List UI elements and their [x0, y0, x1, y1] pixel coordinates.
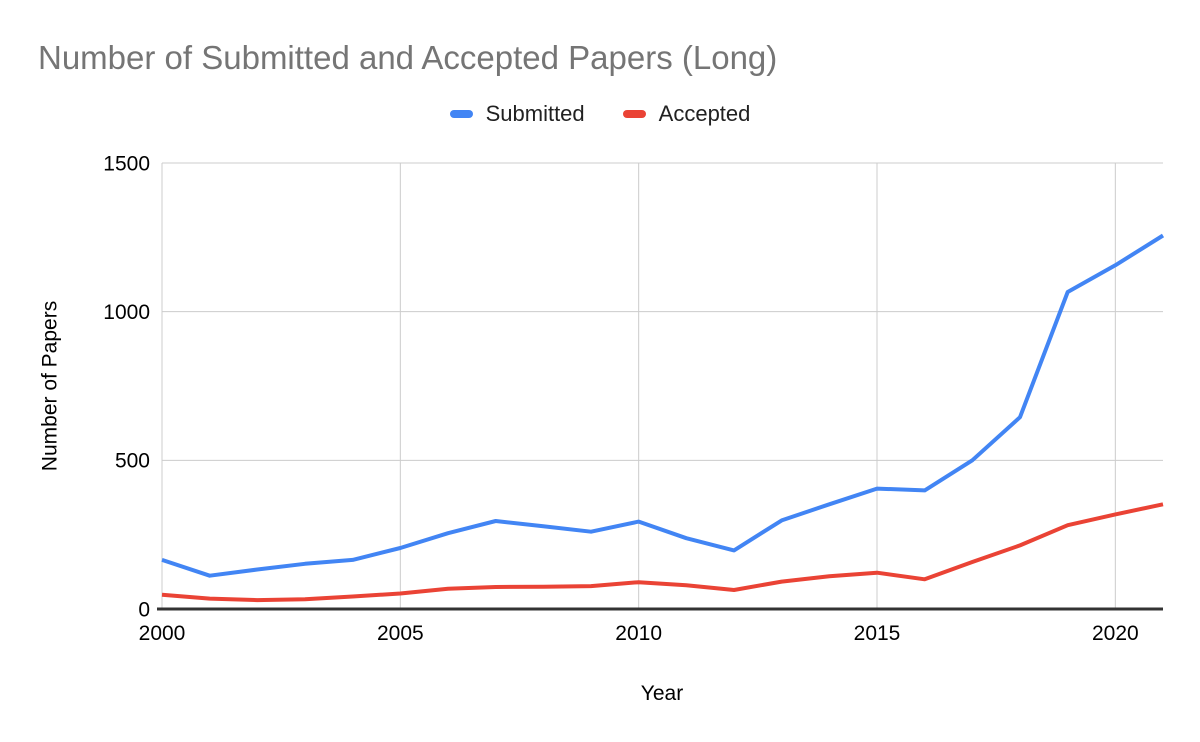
x-axis-title: Year	[641, 682, 683, 705]
y-axis-title: Number of Papers	[38, 301, 61, 471]
y-tick-label: 1500	[103, 152, 150, 175]
legend-label-accepted: Accepted	[658, 101, 751, 126]
y-tick-label: 0	[138, 598, 150, 621]
x-tick-label: 2000	[139, 622, 186, 645]
legend-item-accepted[interactable]: Accepted	[622, 101, 751, 126]
legend-swatch-accepted-icon	[622, 110, 646, 118]
x-tick-label: 2020	[1092, 622, 1139, 645]
legend: Submitted Accepted	[0, 102, 1200, 126]
y-tick-label: 1000	[103, 301, 150, 324]
series-line-submitted	[161, 233, 1165, 578]
series-line-accepted	[161, 502, 1164, 603]
legend-swatch-submitted-icon	[449, 110, 473, 118]
x-tick-label: 2010	[615, 622, 662, 645]
y-tick-label: 500	[115, 450, 150, 473]
chart-title: Number of Submitted and Accepted Papers …	[38, 39, 778, 76]
legend-label-submitted: Submitted	[485, 101, 585, 126]
chart-generated-layer: 0 500 1000 1500 2000 2005 2010 2015 2020	[103, 152, 1165, 645]
legend-item-submitted[interactable]: Submitted	[449, 101, 585, 126]
x-tick-label: 2005	[377, 622, 424, 645]
x-tick-label: 2015	[854, 622, 901, 645]
